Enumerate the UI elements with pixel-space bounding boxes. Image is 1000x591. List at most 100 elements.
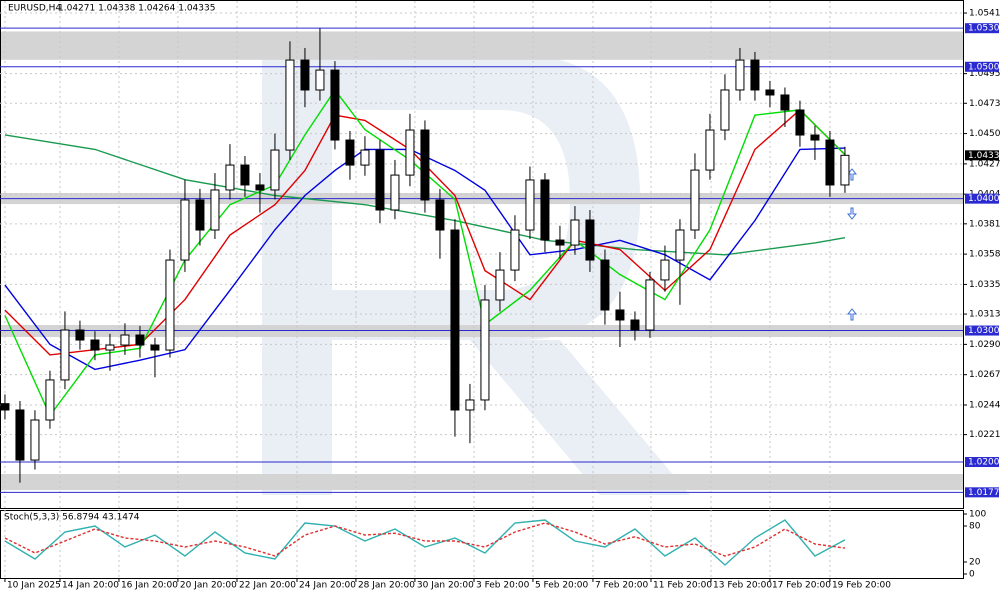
candle-body xyxy=(165,259,175,351)
candle-body xyxy=(630,319,640,331)
x-tick-label: 3 Feb 20:00 xyxy=(476,581,530,591)
level-tag xyxy=(965,457,999,468)
y-tick-label: 1.04730 xyxy=(969,99,1000,109)
candle-body xyxy=(15,409,25,461)
arrows xyxy=(846,168,858,321)
candle-body xyxy=(495,269,505,301)
candle-body xyxy=(240,164,250,186)
candle-body xyxy=(525,179,535,231)
ohlc: 1.04271 1.04338 1.04264 1.04335 xyxy=(58,4,215,14)
y-tick-label: 1.04500 xyxy=(969,129,1000,139)
candle-body xyxy=(420,129,430,201)
watermark xyxy=(262,55,690,495)
y-tick-label: 1.02670 xyxy=(969,370,1000,380)
candle-body xyxy=(0,403,10,411)
candle-body xyxy=(315,69,325,91)
candle-body xyxy=(480,299,490,401)
candle-body xyxy=(735,59,745,91)
current-price-tag xyxy=(965,150,999,161)
level-label: 1.05300 xyxy=(968,24,1000,34)
level-label: 1.01777 xyxy=(968,488,1000,498)
candle-body xyxy=(345,139,355,166)
candle-body xyxy=(270,149,280,191)
y-tick-label: 1.03130 xyxy=(969,310,1000,320)
candle-body xyxy=(60,329,70,381)
current-price-label: 1.04335 xyxy=(968,151,1000,161)
x-tick-label: 20 Jan 20:00 xyxy=(180,581,237,591)
candle-body xyxy=(30,419,40,461)
x-tick-label: 16 Jan 20:00 xyxy=(121,581,178,591)
x-tick-label: 28 Jan 20:00 xyxy=(358,581,415,591)
candle-body xyxy=(405,129,415,176)
candle-body xyxy=(285,59,295,151)
x-tick-label: 19 Feb 20:00 xyxy=(832,581,891,591)
candle-body xyxy=(675,229,685,261)
stoch-line xyxy=(4,519,846,566)
symbol: EURUSD,H4 xyxy=(8,4,61,14)
candle-body xyxy=(570,219,580,246)
candle-body xyxy=(705,129,715,171)
x-tick-label: 7 Feb 20:00 xyxy=(595,581,649,591)
level-tag xyxy=(965,193,999,204)
candle-body xyxy=(750,59,760,91)
candle-body xyxy=(810,134,820,141)
y-tick-label: 1.05415 xyxy=(969,9,1000,19)
candle-body xyxy=(435,199,445,231)
level-tag xyxy=(965,325,999,336)
y-tick-label: 0 xyxy=(969,569,975,579)
x-tick-label: 14 Jan 20:00 xyxy=(62,581,119,591)
candle-body xyxy=(300,59,310,91)
y-tick-label: 1.03585 xyxy=(969,250,1000,260)
x-tick-label: 13 Feb 20:00 xyxy=(713,581,772,591)
candle-body xyxy=(150,344,160,351)
candle-body xyxy=(645,279,655,331)
candle-body xyxy=(780,94,790,111)
candle-body xyxy=(510,229,520,271)
y-tick-label: 1.03815 xyxy=(969,219,1000,229)
zone xyxy=(1,474,963,491)
candle-body xyxy=(840,154,850,186)
candle-body xyxy=(135,334,145,346)
level-tag xyxy=(965,487,999,498)
level-tag xyxy=(965,23,999,34)
y-tick-label: 1.02440 xyxy=(969,400,1000,410)
candle-body xyxy=(360,149,370,166)
candle-body xyxy=(210,189,220,231)
candle-body xyxy=(690,169,700,231)
candle-body xyxy=(225,164,235,191)
x-tick-label: 5 Feb 20:00 xyxy=(535,581,589,591)
zone xyxy=(1,31,963,60)
stoch-line xyxy=(4,522,846,557)
candle-body xyxy=(660,259,670,281)
candle-body xyxy=(795,109,805,136)
candle-body xyxy=(465,399,475,411)
candle-body xyxy=(120,334,130,346)
x-tick-label: 24 Jan 20:00 xyxy=(299,581,356,591)
level-label: 1.03005 xyxy=(968,326,1000,336)
x-tick-label: 17 Feb 20:00 xyxy=(772,581,831,591)
stoch-title: Stoch(5,3,3) 56.8794 43.1474 xyxy=(4,513,140,523)
candle-body xyxy=(600,259,610,311)
candle-body xyxy=(825,139,835,186)
candle-body xyxy=(75,329,85,341)
candle-body xyxy=(375,149,385,211)
level-label: 1.02007 xyxy=(968,458,1000,468)
x-tick-label: 22 Jan 20:00 xyxy=(239,581,296,591)
candle-body xyxy=(540,179,550,241)
level-label: 1.04006 xyxy=(968,194,1000,204)
candle-body xyxy=(195,199,205,231)
x-tick-label: 30 Jan 20:00 xyxy=(417,581,474,591)
candle-body xyxy=(720,89,730,131)
x-tick-label: 10 Jan 2025 xyxy=(7,581,61,591)
candle-body xyxy=(390,174,400,211)
y-tick-label: 80 xyxy=(969,522,981,532)
y-tick-label: 20 xyxy=(969,557,981,567)
candle-body xyxy=(45,379,55,421)
candle-body xyxy=(555,239,565,246)
level-tag xyxy=(965,61,999,72)
candle-body xyxy=(765,89,775,96)
stoch-pane xyxy=(0,510,964,579)
candle-body xyxy=(585,219,595,261)
x-tick-label: 11 Feb 20:00 xyxy=(653,581,712,591)
